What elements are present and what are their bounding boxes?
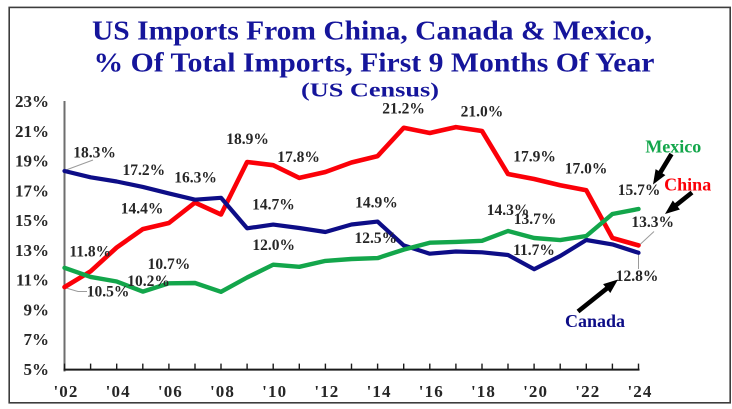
svg-text:14.9%: 14.9% [355,195,398,212]
svg-text:12.0%: 12.0% [252,237,295,254]
svg-text:'08: '08 [210,382,235,401]
svg-text:12.8%: 12.8% [616,268,659,285]
svg-text:10.2%: 10.2% [127,273,170,290]
svg-text:'14: '14 [367,382,392,401]
svg-text:17.9%: 17.9% [513,148,556,165]
svg-text:11.7%: 11.7% [513,242,555,259]
svg-text:13.3%: 13.3% [631,214,674,231]
svg-text:12.5%: 12.5% [354,230,397,247]
svg-text:23%: 23% [15,92,49,111]
svg-text:'02: '02 [53,382,78,401]
svg-text:'06: '06 [158,382,183,401]
svg-text:9%: 9% [24,300,50,319]
svg-text:Mexico: Mexico [645,136,701,156]
svg-text:11.8%: 11.8% [69,244,111,261]
svg-text:'18: '18 [471,382,496,401]
svg-text:(US Census): (US Census) [301,79,439,101]
svg-text:'04: '04 [106,382,131,401]
svg-text:17%: 17% [15,181,49,200]
svg-text:13.7%: 13.7% [514,211,557,228]
svg-text:China: China [664,174,711,194]
svg-text:15.7%: 15.7% [618,182,661,199]
svg-text:10.5%: 10.5% [87,284,130,301]
svg-text:11%: 11% [16,271,49,290]
svg-text:18.9%: 18.9% [226,131,269,148]
svg-text:% Of Total Imports, First 9 Mo: % Of Total Imports, First 9 Months Of Ye… [94,47,655,77]
svg-text:13%: 13% [15,241,49,260]
svg-text:15%: 15% [15,211,49,230]
svg-text:Canada: Canada [565,311,625,331]
svg-text:18.3%: 18.3% [73,145,116,162]
svg-text:7%: 7% [24,330,50,349]
svg-text:16.3%: 16.3% [174,170,217,187]
svg-text:17.8%: 17.8% [277,149,320,166]
svg-text:'16: '16 [419,382,444,401]
svg-text:21%: 21% [15,122,49,141]
svg-text:14.4%: 14.4% [121,201,164,218]
svg-text:'20: '20 [523,382,548,401]
svg-text:14.3%: 14.3% [487,202,530,219]
svg-text:'12: '12 [314,382,339,401]
svg-text:17.2%: 17.2% [122,162,165,179]
svg-text:17.0%: 17.0% [565,160,608,177]
svg-text:19%: 19% [15,152,49,171]
svg-text:21.0%: 21.0% [461,104,504,121]
svg-text:'10: '10 [262,382,287,401]
svg-text:10.7%: 10.7% [148,256,191,273]
svg-text:'22: '22 [575,382,600,401]
svg-text:14.7%: 14.7% [252,197,295,214]
svg-text:5%: 5% [24,360,50,379]
svg-text:21.2%: 21.2% [382,101,425,118]
svg-text:'24: '24 [627,382,652,401]
svg-text:US Imports From China, Canada: US Imports From China, Canada & Mexico, [92,16,652,46]
